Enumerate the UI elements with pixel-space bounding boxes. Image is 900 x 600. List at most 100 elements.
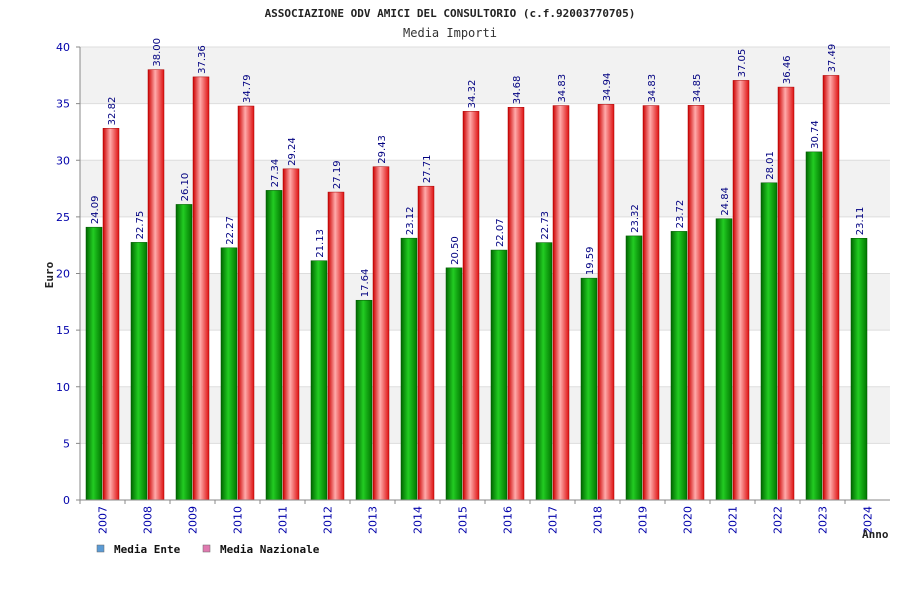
bar-media-ente — [130, 242, 148, 501]
data-label: 26.10 — [180, 173, 191, 202]
bar-media-nazionale — [552, 105, 570, 501]
bar-media-ente — [670, 231, 688, 501]
bar-media-ente — [265, 190, 283, 501]
grid-band — [80, 330, 890, 387]
grid-band — [80, 386, 890, 444]
x-tick-label: 2016 — [502, 506, 515, 534]
x-tick-label: 2020 — [682, 506, 695, 534]
chart-title: ASSOCIAZIONE ODV AMICI DEL CONSULTORIO (… — [265, 7, 636, 20]
bar-media-ente — [625, 235, 643, 501]
y-tick-label: 15 — [56, 324, 70, 337]
data-label: 32.82 — [107, 97, 118, 126]
bar-media-ente — [490, 249, 508, 501]
bar-media-ente — [85, 226, 103, 501]
data-label: 19.59 — [585, 247, 596, 276]
legend-label: Media Nazionale — [220, 543, 320, 556]
grid-band — [80, 216, 890, 274]
bar-media-nazionale — [597, 104, 615, 501]
x-tick-label: 2010 — [232, 506, 245, 534]
bar-media-nazionale — [237, 105, 255, 501]
x-tick-label: 2019 — [637, 506, 650, 534]
data-label: 23.11 — [855, 207, 866, 236]
bar-media-ente — [400, 237, 418, 501]
bar-media-nazionale — [507, 106, 525, 501]
y-tick-label: 40 — [56, 41, 70, 54]
y-tick-label: 25 — [56, 211, 70, 224]
x-tick-label: 2008 — [142, 506, 155, 534]
data-label: 21.13 — [315, 229, 326, 258]
data-label: 27.19 — [332, 160, 343, 189]
x-tick-label: 2021 — [727, 506, 740, 534]
y-tick-label: 30 — [56, 154, 70, 167]
bar-media-nazionale — [102, 128, 120, 501]
data-label: 27.34 — [270, 159, 281, 188]
bar-media-ente — [805, 151, 823, 501]
data-label: 38.00 — [152, 38, 163, 67]
grid-band — [80, 273, 890, 331]
bar-media-ente — [850, 238, 868, 501]
y-tick-label: 10 — [56, 381, 70, 394]
bar-media-nazionale — [417, 185, 435, 501]
data-label: 28.01 — [765, 151, 776, 180]
data-label: 36.46 — [782, 55, 793, 84]
axes: 0 5 10 15 20 25 30 35 40 2007 2008 2009 2010 2011 2012… — [56, 41, 890, 534]
data-label: 34.94 — [602, 73, 613, 102]
bar-media-ente — [175, 204, 193, 501]
bar-media-nazionale — [192, 76, 210, 501]
x-tick-label: 2007 — [97, 506, 110, 534]
bar-media-nazionale — [687, 105, 705, 501]
x-tick-label: 2015 — [457, 506, 470, 534]
x-tick-label: 2018 — [592, 506, 605, 534]
bar-media-ente — [580, 277, 598, 501]
bar-media-ente — [445, 267, 463, 501]
data-label: 34.83 — [647, 74, 658, 103]
data-label: 34.85 — [692, 74, 703, 103]
y-tick-label: 35 — [56, 98, 70, 111]
data-label: 24.09 — [90, 196, 101, 225]
data-label: 30.74 — [810, 120, 821, 149]
x-tick-label: 2014 — [412, 506, 425, 534]
data-label: 23.32 — [630, 204, 641, 233]
bar-media-nazionale — [147, 69, 165, 501]
x-tick-label: 2023 — [817, 506, 830, 534]
x-tick-label: 2009 — [187, 506, 200, 534]
bar-media-ente — [760, 182, 778, 501]
data-labels: 24.09 32.82 22.75 38.00 26.10 37.36 22.27 34.79… — [90, 38, 866, 297]
bar-media-nazionale — [372, 166, 390, 501]
y-axis-title: Euro — [43, 261, 56, 288]
grid — [80, 46, 890, 501]
bar-media-nazionale — [777, 86, 795, 501]
grid-band — [80, 103, 890, 161]
data-label: 37.49 — [827, 44, 838, 73]
x-tick-label: 2012 — [322, 506, 335, 534]
data-label: 22.07 — [495, 218, 506, 247]
bar-media-nazionale — [282, 168, 300, 501]
bar-media-nazionale — [642, 105, 660, 501]
data-label: 34.68 — [512, 76, 523, 105]
bar-media-ente — [715, 218, 733, 501]
y-tick-label: 0 — [63, 494, 70, 507]
chart-subtitle: Media Importi — [403, 26, 497, 40]
data-label: 27.71 — [422, 155, 433, 184]
x-tick-label: 2013 — [367, 506, 380, 534]
x-tick-label: 2022 — [772, 506, 785, 534]
x-axis-title: Anno — [862, 528, 889, 541]
bar-media-ente — [535, 242, 553, 501]
grid-band — [80, 47, 890, 104]
y-tick-label: 20 — [56, 268, 70, 281]
legend-swatch — [202, 544, 211, 553]
legend: Media Ente Media Nazionale — [96, 543, 320, 556]
data-label: 24.84 — [720, 187, 731, 216]
bar-media-ente — [220, 247, 238, 501]
y-tick-label: 5 — [63, 437, 70, 450]
data-label: 23.72 — [675, 200, 686, 229]
data-label: 34.83 — [557, 74, 568, 103]
data-label: 37.36 — [197, 45, 208, 74]
data-label: 23.12 — [405, 207, 416, 236]
data-label: 22.27 — [225, 216, 236, 245]
grid-band — [80, 443, 890, 500]
data-label: 20.50 — [450, 236, 461, 265]
data-label: 22.73 — [540, 211, 551, 240]
bar-media-nazionale — [822, 75, 840, 501]
